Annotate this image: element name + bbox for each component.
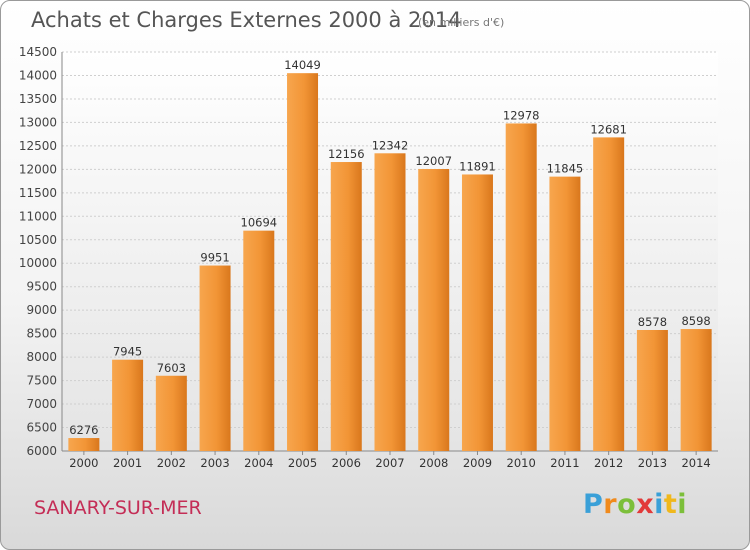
bar	[680, 329, 712, 451]
bar	[287, 73, 319, 451]
bar-value-label: 12156	[328, 147, 365, 161]
bar	[505, 123, 537, 452]
x-tick-label: 2008	[419, 456, 448, 470]
bar	[374, 153, 406, 451]
x-tick-label: 2006	[332, 456, 361, 470]
bar	[199, 265, 231, 451]
y-tick-label: 8000	[26, 350, 57, 364]
bar-value-label: 11891	[459, 159, 496, 173]
bar	[461, 174, 493, 451]
x-tick-label: 2011	[550, 456, 579, 470]
unit-note: (en milliers d'€)	[418, 16, 505, 29]
bar	[330, 162, 362, 451]
city-name: SANARY-SUR-MER	[34, 497, 202, 519]
y-tick-label: 11500	[19, 186, 57, 200]
y-tick-label: 14500	[19, 45, 57, 59]
bar	[418, 169, 450, 451]
bar-value-label: 11845	[547, 162, 584, 176]
y-tick-label: 14000	[19, 68, 57, 82]
logo-letter: r	[603, 489, 618, 520]
y-tick-label: 12000	[19, 162, 57, 176]
bar	[636, 329, 668, 451]
logo-letter: i	[654, 489, 664, 520]
x-tick-label: 2013	[638, 456, 667, 470]
bar-value-label: 14049	[284, 58, 321, 72]
y-tick-label: 7000	[26, 397, 57, 411]
logo-letter: o	[617, 489, 637, 520]
y-tick-label: 9000	[26, 303, 57, 317]
bar	[593, 137, 625, 452]
logo-letter: t	[663, 489, 678, 520]
x-tick-label: 2014	[681, 456, 710, 470]
y-tick-label: 6500	[26, 421, 57, 435]
chart-title: Achats et Charges Externes 2000 à 2014	[31, 8, 462, 32]
bar-value-label: 7603	[157, 361, 186, 375]
x-tick-label: 2012	[594, 456, 623, 470]
bar-value-label: 9951	[200, 251, 229, 265]
bar-value-label: 6276	[69, 423, 98, 437]
proxiti-logo: Proxiti	[583, 489, 687, 520]
x-tick-label: 2000	[69, 456, 98, 470]
bar	[68, 438, 100, 451]
bar	[243, 230, 275, 451]
y-tick-label: 8500	[26, 327, 57, 341]
y-tick-label: 11000	[19, 209, 57, 223]
y-tick-label: 13000	[19, 115, 57, 129]
bar-value-label: 7945	[113, 345, 142, 359]
bar	[549, 176, 581, 451]
bar-value-label: 10694	[241, 216, 278, 230]
bar	[155, 375, 187, 451]
bar-value-label: 12978	[503, 108, 540, 122]
y-tick-label: 7500	[26, 374, 57, 388]
logo-letter: x	[636, 489, 655, 520]
x-tick-label: 2010	[507, 456, 536, 470]
y-tick-label: 9500	[26, 280, 57, 294]
y-tick-label: 10000	[19, 256, 57, 270]
bar-value-label: 12681	[590, 122, 627, 136]
logo-letter: P	[583, 489, 604, 520]
bar-value-label: 12342	[372, 138, 409, 152]
logo-letter: i	[677, 489, 688, 520]
x-tick-label: 2003	[200, 456, 229, 470]
y-tick-label: 12500	[19, 139, 57, 153]
x-tick-label: 2004	[244, 456, 273, 470]
x-tick-label: 2002	[157, 456, 186, 470]
x-tick-label: 2007	[375, 456, 404, 470]
x-tick-label: 2005	[288, 456, 317, 470]
bar-value-label: 8598	[681, 314, 710, 328]
y-tick-label: 13500	[19, 92, 57, 106]
y-tick-label: 6000	[26, 444, 57, 458]
bar	[112, 359, 144, 451]
x-tick-label: 2009	[463, 456, 492, 470]
y-tick-label: 10500	[19, 233, 57, 247]
bar-value-label: 8578	[638, 315, 667, 329]
x-tick-label: 2001	[113, 456, 142, 470]
bar-value-label: 12007	[415, 154, 452, 168]
